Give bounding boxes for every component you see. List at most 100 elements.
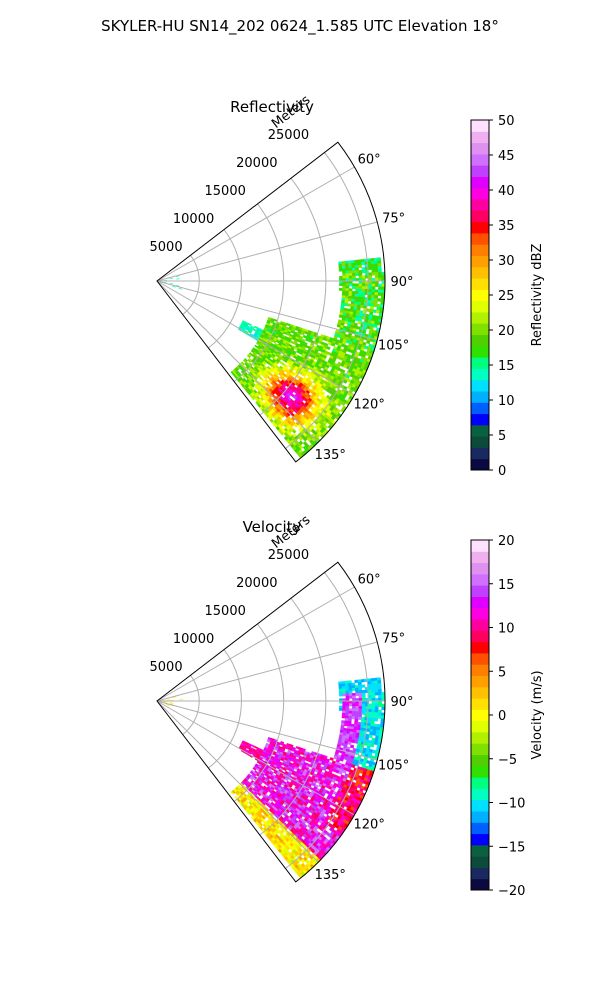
colorbar-tick-label: 5 (498, 665, 506, 680)
range-gate (378, 713, 381, 716)
radial-tick-label: 25000 (268, 548, 309, 563)
range-gate (349, 696, 352, 699)
range-gate (370, 744, 374, 747)
colorbar-swatch (471, 608, 489, 620)
range-gate (358, 682, 361, 685)
colorbar-swatch (471, 233, 489, 245)
range-gate (375, 272, 378, 275)
range-gate (368, 679, 372, 682)
range-gate (346, 283, 349, 286)
range-gate (372, 704, 375, 707)
colorbar-tick-label: 20 (498, 534, 515, 549)
colorbar-tick-label: −5 (498, 753, 517, 768)
colorbar-swatch (471, 574, 489, 586)
range-gate (352, 284, 355, 287)
colorbar-tick-label: 0 (498, 709, 506, 724)
range-gate (349, 276, 352, 279)
colorbar-swatch (471, 834, 489, 846)
colorbar-tick-label: −15 (498, 840, 525, 855)
azimuth-tick-label: 120° (354, 818, 385, 833)
range-gate (176, 279, 179, 280)
range-gate (362, 709, 365, 712)
colorbar-label: Reflectivity dBZ (530, 244, 545, 347)
range-gate (375, 284, 378, 287)
range-gate (361, 679, 365, 682)
range-gate (356, 273, 359, 276)
colorbar-tick-label: 20 (498, 324, 515, 339)
colorbar-swatch (471, 800, 489, 812)
range-gate (349, 693, 352, 696)
colorbar-swatch (471, 585, 489, 597)
range-gate (367, 729, 371, 732)
range-gate (368, 715, 371, 718)
range-gate (349, 266, 352, 269)
range-gate (374, 298, 377, 301)
range-gate (368, 295, 371, 298)
range-gate (358, 685, 361, 688)
range-gate (342, 686, 345, 689)
range-gate (352, 268, 355, 271)
colorbar-swatch (471, 743, 489, 755)
colorbar-swatch (471, 120, 489, 132)
range-gate (339, 276, 342, 278)
range-gate (372, 712, 375, 715)
colorbar-tick-label: 45 (498, 149, 515, 164)
radial-tick-label: 15000 (205, 604, 246, 619)
range-gate (360, 305, 364, 308)
colorbar-tick-label: 35 (498, 219, 515, 234)
range-gate (339, 706, 342, 709)
colorbar-swatch (471, 630, 489, 642)
range-gate (375, 710, 378, 713)
colorbar-swatch (471, 244, 489, 256)
azimuth-tick-label: 90° (390, 695, 413, 710)
colorbar-tick-label: 50 (498, 114, 515, 129)
range-gate (359, 709, 362, 712)
range-gate (343, 694, 346, 697)
colorbar-swatch (471, 698, 489, 710)
range-gate (375, 715, 378, 718)
range-gate (362, 286, 365, 289)
range-gate (369, 287, 372, 290)
range-gate (339, 266, 342, 269)
range-gate (375, 290, 378, 293)
range-gate (349, 268, 352, 271)
panel-reflectivity: Reflectivity50001000015000200002500060°7… (150, 93, 545, 479)
range-gate (359, 704, 362, 707)
range-gate (346, 691, 349, 694)
range-gate (372, 272, 375, 275)
range-gate (352, 714, 355, 717)
range-gate (339, 691, 342, 694)
range-gate (371, 258, 375, 261)
range-gate (368, 709, 371, 712)
range-gate (378, 287, 381, 290)
range-gate (359, 289, 362, 292)
range-gate (375, 704, 378, 707)
range-gate (371, 718, 374, 721)
range-gate (362, 704, 365, 707)
range-gate (180, 699, 183, 700)
range-gate (352, 271, 355, 274)
radial-tick-label: 10000 (173, 212, 214, 227)
range-gate (356, 693, 359, 696)
colorbar-swatch (471, 642, 489, 654)
range-gate (355, 294, 358, 297)
range-gate (343, 274, 346, 277)
colorbar-swatch (471, 777, 489, 789)
colorbar-tick-label: 30 (498, 254, 515, 269)
range-gate (355, 265, 358, 268)
azimuth-tick-label: 75° (382, 212, 405, 227)
range-gate (362, 696, 365, 699)
range-gate (373, 309, 377, 312)
range-gate (362, 276, 365, 279)
radial-tick-label: 10000 (173, 632, 214, 647)
range-gate (368, 292, 371, 295)
azimuth-tick-label: 120° (354, 398, 385, 413)
range-gate (375, 267, 378, 270)
range-gate (358, 294, 361, 297)
range-gate (355, 714, 358, 717)
range-gate (374, 718, 377, 721)
range-gate (374, 261, 377, 264)
range-gate (372, 692, 375, 695)
range-gate (342, 266, 345, 269)
colorbar-swatch (471, 447, 489, 459)
